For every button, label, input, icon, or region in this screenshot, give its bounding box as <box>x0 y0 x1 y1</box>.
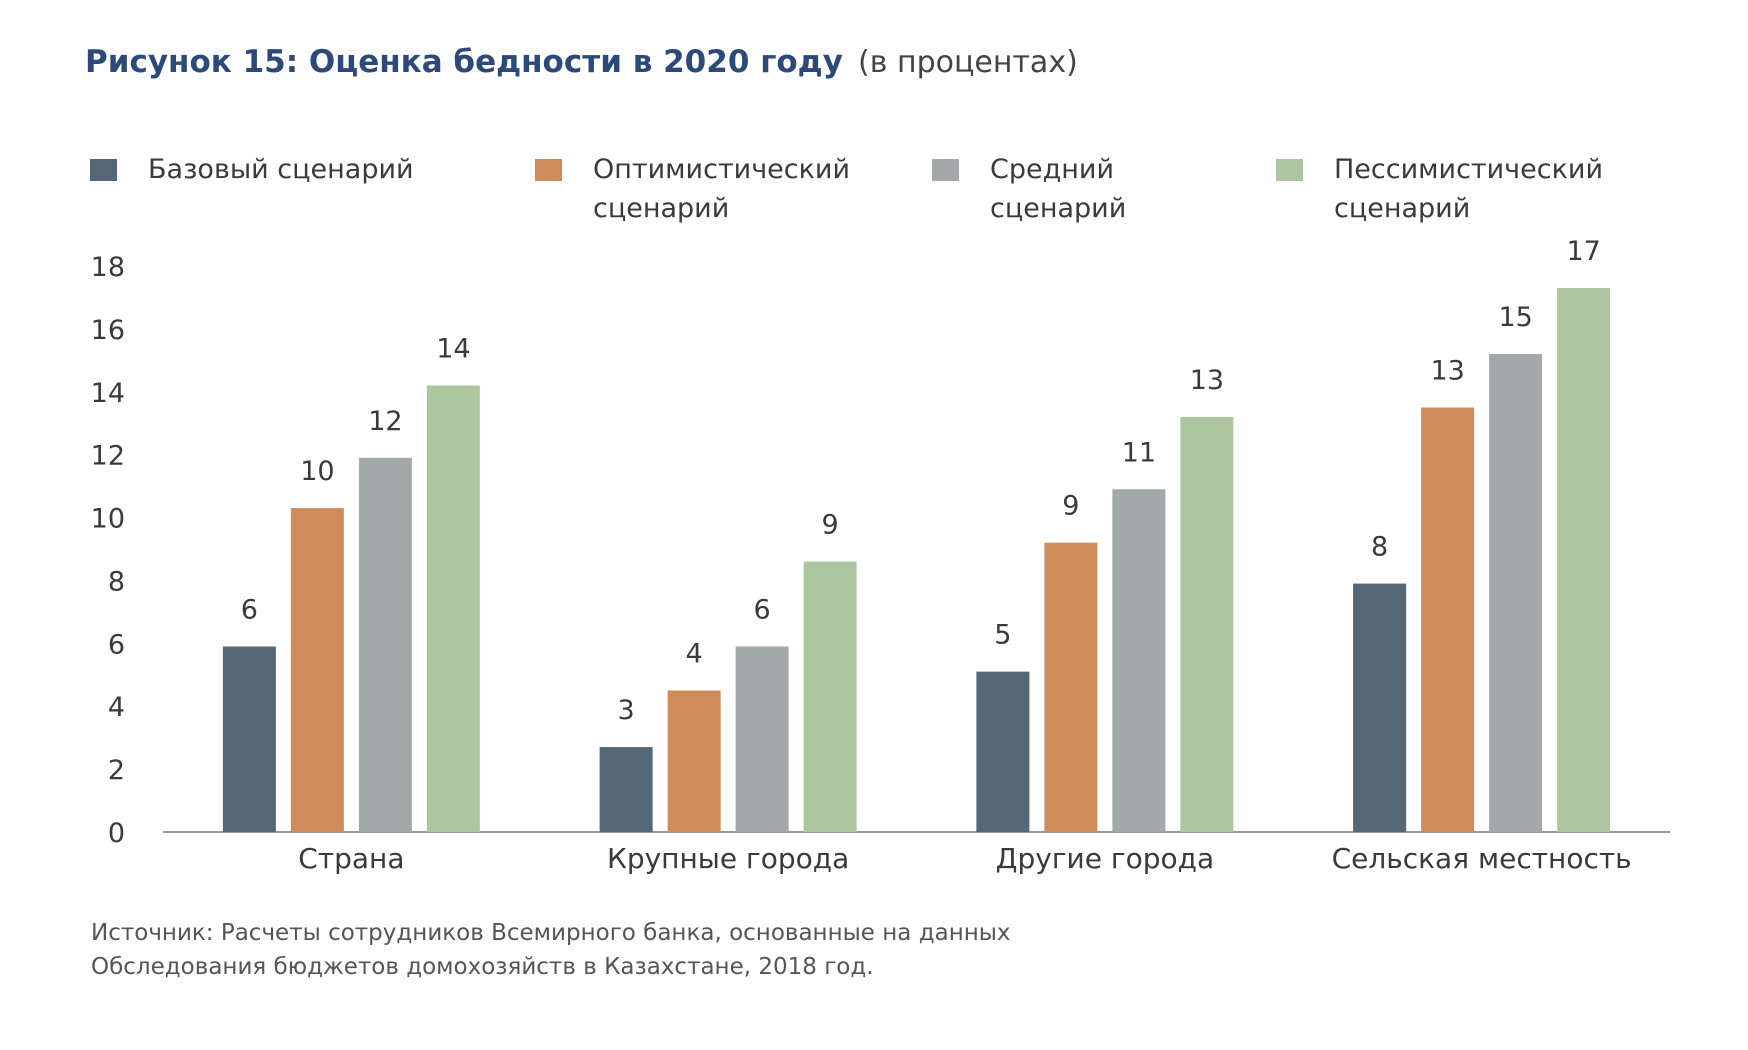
bar-medium-rural <box>1489 354 1543 832</box>
y-tick-label: 4 <box>108 692 125 723</box>
legend-swatch-medium <box>932 159 959 181</box>
bar-base-large-cities <box>599 747 653 832</box>
y-tick-label: 6 <box>108 629 125 660</box>
y-tick-label: 8 <box>108 566 125 597</box>
bar-base-rural <box>1353 583 1407 832</box>
legend-swatch-base <box>90 159 117 181</box>
data-label-medium-other-cities: 11 <box>1122 437 1156 468</box>
bar-medium-large-cities <box>735 646 789 832</box>
data-label-optimistic-rural: 13 <box>1430 356 1464 387</box>
data-label-pessimistic-country: 14 <box>436 333 470 364</box>
bar-pessimistic-rural <box>1557 288 1611 832</box>
legend-label-optimistic: Оптимистический сценарий <box>593 154 851 224</box>
y-tick-label: 14 <box>91 378 125 409</box>
data-label-medium-large-cities: 6 <box>754 594 771 625</box>
legend-label-base: Базовый сценарий <box>148 154 414 185</box>
bar-medium-other-cities <box>1112 489 1166 832</box>
bar-base-other-cities <box>976 671 1030 832</box>
bar-optimistic-large-cities <box>667 690 721 832</box>
legend-swatch-pessimistic <box>1276 159 1303 181</box>
bar-pessimistic-country <box>426 385 480 832</box>
data-label-base-large-cities: 3 <box>618 695 635 726</box>
x-category-label: Другие города <box>996 842 1215 875</box>
chart-subtitle: (в процентах) <box>858 45 1078 80</box>
data-label-pessimistic-rural: 17 <box>1566 236 1600 267</box>
chart-title: Рисунок 15: Оценка бедности в 2020 году <box>85 44 843 80</box>
y-tick-label: 16 <box>91 315 125 346</box>
data-label-medium-country: 12 <box>368 406 402 437</box>
data-label-medium-rural: 15 <box>1498 302 1532 333</box>
bar-optimistic-other-cities <box>1044 542 1098 832</box>
legend-label-pessimistic: Пессимистический сценарий <box>1334 154 1603 224</box>
data-label-base-rural: 8 <box>1371 532 1388 563</box>
bar-base-country <box>222 646 276 832</box>
source-line-1: Источник: Расчеты сотрудников Всемирного… <box>91 920 1011 946</box>
x-category-label: Крупные города <box>607 842 849 875</box>
x-category-label: Сельская местность <box>1332 842 1632 875</box>
data-label-pessimistic-large-cities: 9 <box>822 510 839 541</box>
bar-medium-country <box>358 457 412 832</box>
x-category-label: Страна <box>298 842 404 875</box>
bar-optimistic-rural <box>1421 407 1475 832</box>
bar-pessimistic-large-cities <box>803 561 857 832</box>
source-line-2: Обследования бюджетов домохозяйств в Каз… <box>91 954 874 980</box>
data-label-base-country: 6 <box>241 594 258 625</box>
legend-swatch-optimistic <box>535 159 562 181</box>
source-note: Источник: Расчеты сотрудников Всемирного… <box>91 916 1011 984</box>
y-tick-label: 12 <box>91 441 125 472</box>
data-label-optimistic-other-cities: 9 <box>1062 491 1079 522</box>
chart-title-row: Рисунок 15: Оценка бедности в 2020 году … <box>85 44 1078 80</box>
legend-label-medium: Средний сценарий <box>990 154 1127 224</box>
y-tick-label: 18 <box>91 252 125 283</box>
y-tick-label: 2 <box>108 755 125 786</box>
data-label-optimistic-country: 10 <box>300 456 334 487</box>
bar-optimistic-country <box>290 508 344 832</box>
y-tick-label: 10 <box>91 504 125 535</box>
data-label-pessimistic-other-cities: 13 <box>1190 365 1224 396</box>
data-label-optimistic-large-cities: 4 <box>686 639 703 670</box>
y-tick-label: 0 <box>108 818 125 849</box>
bar-pessimistic-other-cities <box>1180 416 1234 832</box>
data-label-base-other-cities: 5 <box>994 620 1011 651</box>
